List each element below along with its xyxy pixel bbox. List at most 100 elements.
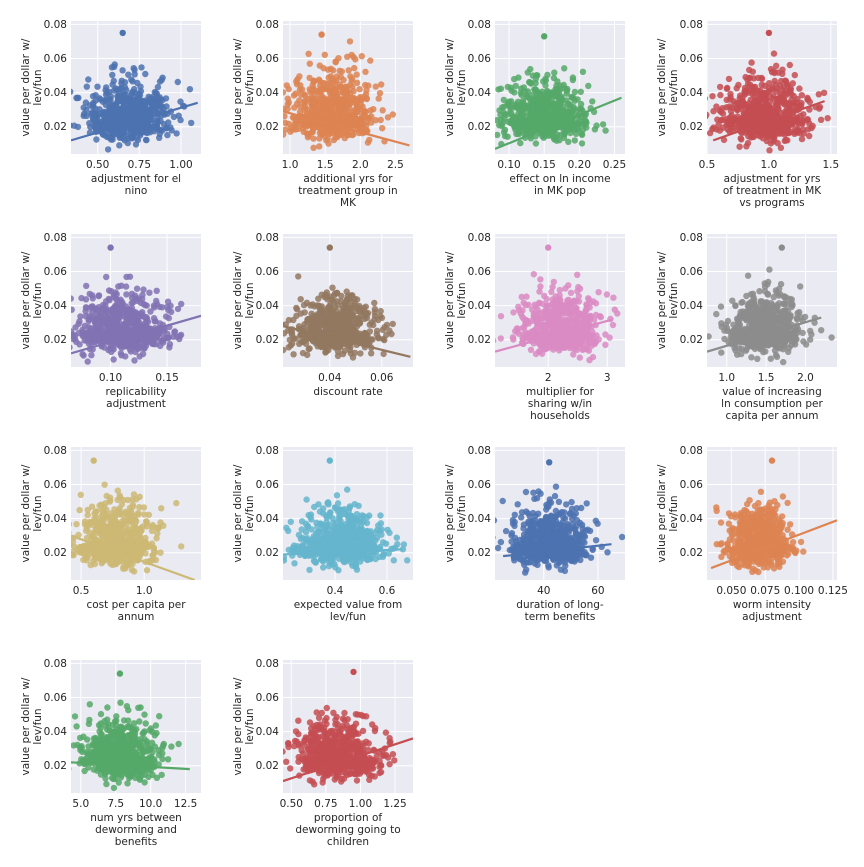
scatter-point [570,308,576,314]
scatter-point [799,136,805,142]
scatter-point [93,136,99,142]
y-tick-label: 0.02 [680,121,703,133]
x-tick-label: 1.5 [317,159,334,171]
scatter-point [316,143,322,149]
scatter-point [540,325,546,331]
scatter-point [332,323,338,329]
scatter-point [368,336,374,342]
x-tick-label: 0.10 [99,372,122,384]
scatter-point [320,65,326,71]
x-tick-label: 0.25 [603,159,626,171]
scatter-point [574,96,580,102]
scatter-point [146,290,152,296]
y-tick-label: 0.04 [256,300,280,312]
scatter-point [374,328,380,334]
scatter-point [337,128,343,134]
scatter-point [390,111,396,117]
scatter-point [779,67,785,73]
y-tick-label: 0.06 [468,53,492,65]
scatter-point [329,285,335,291]
scatter-point [350,354,356,360]
scatter-point [270,110,276,116]
scatter-point [300,350,306,356]
scatter-point [511,76,517,82]
scatter-point [281,330,287,336]
scatter-point [153,98,159,104]
y-tick-label: 0.02 [468,334,491,346]
scatter-point [586,296,592,302]
scatter-point [118,352,124,358]
scatter-point [525,106,531,112]
scatter-point [365,82,371,88]
scatter-point [539,96,545,102]
scatter-point [361,316,367,322]
scatter-point [305,134,311,140]
scatter-point [553,88,559,94]
scatter-point [92,332,98,338]
scatter-point [828,334,834,340]
scatter-point [519,294,525,300]
scatter-point [290,317,296,323]
scatter-point [163,95,169,101]
scatter-point [529,306,535,312]
scatter-point [310,135,316,141]
scatter-point [349,132,355,138]
scatter-point [547,324,553,330]
scatter-point [357,350,363,356]
scatter-point [788,85,794,91]
scatter-point [510,336,516,342]
scatter-point [327,244,333,250]
scatter-point [580,334,586,340]
scatter-point [335,353,341,359]
x-tick-label: 2.5 [387,159,404,171]
scatter-point [541,293,547,299]
scatter-point [347,38,353,44]
scatter-point [136,102,142,108]
scatter-point [106,118,112,124]
scatter-point [797,113,803,119]
y-tick-label: 0.08 [44,19,67,31]
scatter-point [518,310,524,316]
scatter-point [742,74,748,80]
scatter-point [531,271,537,277]
scatter-point [743,143,749,149]
scatter-point [572,89,578,95]
scatter-point [768,140,774,146]
scatter-point [276,323,282,329]
scatter-point [103,331,109,337]
scatter-point [542,76,548,82]
scatter-point [508,88,514,94]
scatter-point [293,305,299,311]
scatter-point [767,94,773,100]
y-tick-label: 0.06 [256,266,280,278]
scatter-point [342,324,348,330]
x-tick-label: 0.10 [497,159,520,171]
scatter-point [366,137,372,143]
scatter-point [123,291,129,297]
scatter-point [109,107,115,113]
scatter-point [108,288,114,294]
scatter-point [530,96,536,102]
scatter-point [280,89,286,95]
scatter-point [115,96,121,102]
scatter-point [87,328,93,334]
scatter-point [76,341,82,347]
scatter-point [587,313,593,319]
scatter-point [103,97,109,103]
scatter-point [132,349,138,355]
x-tick-label: 1.0 [718,372,735,384]
scatter-point [267,132,273,138]
scatter-point [561,65,567,71]
scatter-point [120,30,126,36]
scatter-point [768,66,774,72]
scatter-point [133,125,139,131]
scatter-point [71,123,77,129]
scatter-point [800,126,806,132]
y-tick-label: 0.06 [44,266,68,278]
y-tick-label: 0.06 [680,53,704,65]
scatter-point [368,350,374,356]
scatter-point [380,327,386,333]
